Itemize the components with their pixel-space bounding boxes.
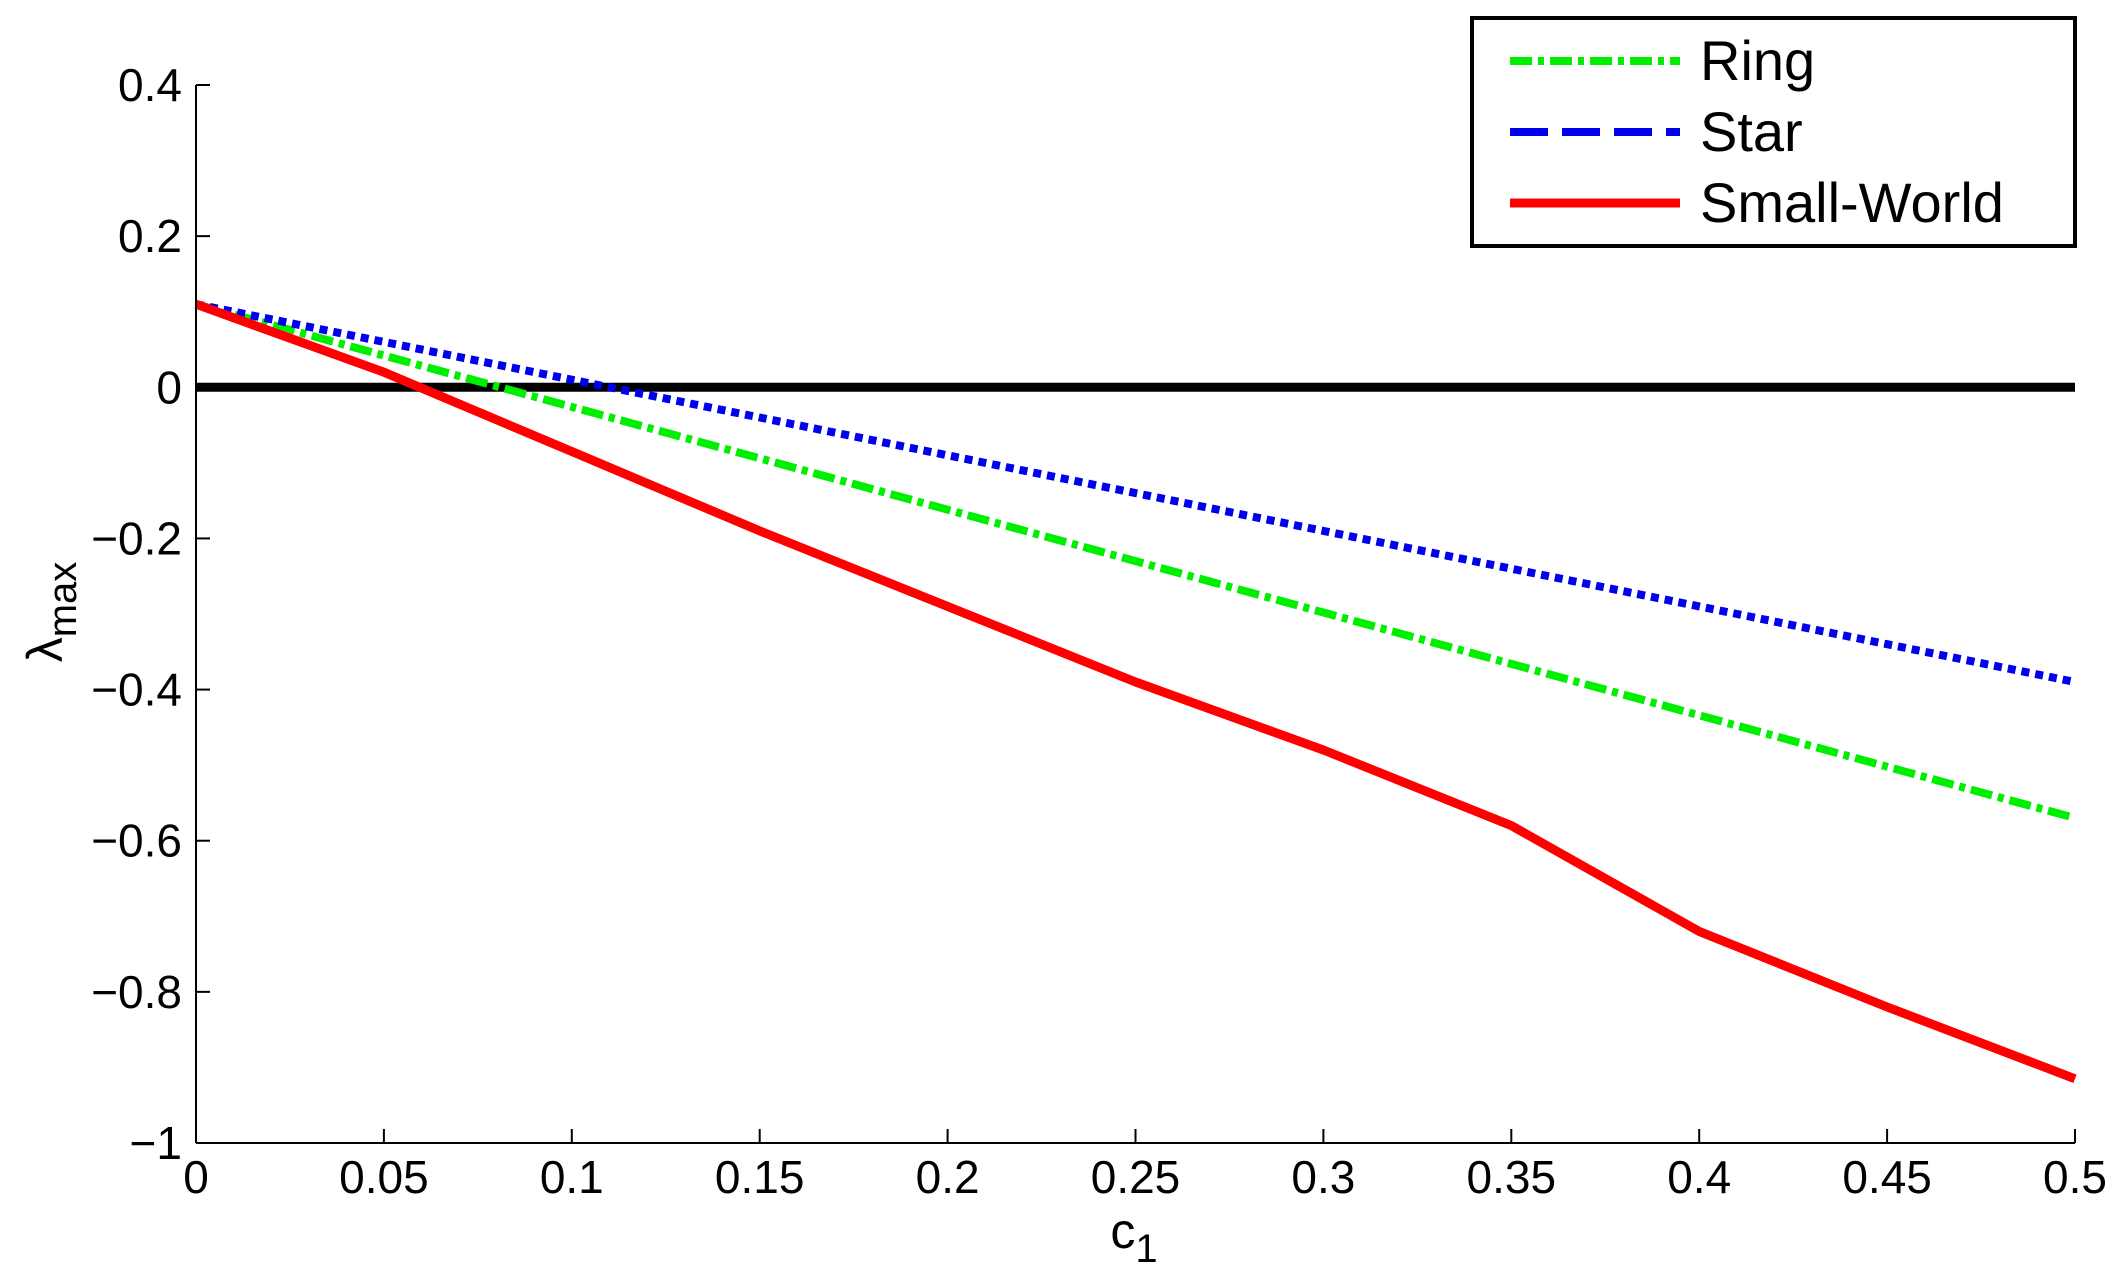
x-tick-label: 0.05: [339, 1151, 429, 1203]
y-tick-label: −0.8: [91, 966, 182, 1018]
x-tick-label: 0.15: [715, 1151, 805, 1203]
legend-label-small-world: Small-World: [1700, 171, 2004, 234]
y-tick-label: 0.4: [118, 59, 182, 111]
x-tick-label: 0.4: [1667, 1151, 1731, 1203]
series-line-ring: [194, 300, 2077, 822]
x-tick-label: 0.5: [2043, 1151, 2107, 1203]
x-tick-label: 0.2: [916, 1151, 980, 1203]
x-axis-label-subscript: 1: [1135, 1227, 1157, 1271]
series-layer: [194, 299, 2077, 1084]
y-tick-label: −1: [130, 1117, 182, 1169]
y-ticks: −1 −0.8 −0.6 −0.4 −0.2 0 0.2 0.4: [91, 59, 210, 1169]
x-axis-label: c1: [1110, 1203, 1157, 1271]
y-tick-label: −0.4: [91, 664, 182, 716]
x-tick-label: 0.25: [1091, 1151, 1181, 1203]
legend-label-star: Star: [1700, 100, 1803, 163]
legend-label-ring: Ring: [1700, 29, 1815, 92]
x-tick-label: 0.3: [1291, 1151, 1355, 1203]
x-tick-label: 0.35: [1467, 1151, 1557, 1203]
y-tick-label: 0: [156, 361, 182, 413]
x-tick-label: 0.1: [540, 1151, 604, 1203]
y-tick-label: 0.2: [118, 210, 182, 262]
x-tick-label: 0: [183, 1151, 209, 1203]
y-tick-label: −0.2: [91, 512, 182, 564]
x-ticks: 0 0.05 0.1 0.15 0.2 0.25 0.3 0.35 0.4 0.45 0.5: [183, 1129, 2107, 1203]
y-tick-label: −0.6: [91, 815, 182, 867]
y-axis-label: λmax: [17, 562, 85, 663]
y-axis-label-main: λ: [17, 637, 73, 662]
series-line-small-world: [194, 299, 2077, 1084]
x-tick-label: 0.45: [1842, 1151, 1932, 1203]
legend: Ring Star Small-World: [1470, 16, 2077, 248]
y-axis-label-subscript: max: [41, 562, 85, 638]
x-axis-label-main: c: [1110, 1203, 1135, 1259]
series-line-star: [195, 300, 2076, 686]
